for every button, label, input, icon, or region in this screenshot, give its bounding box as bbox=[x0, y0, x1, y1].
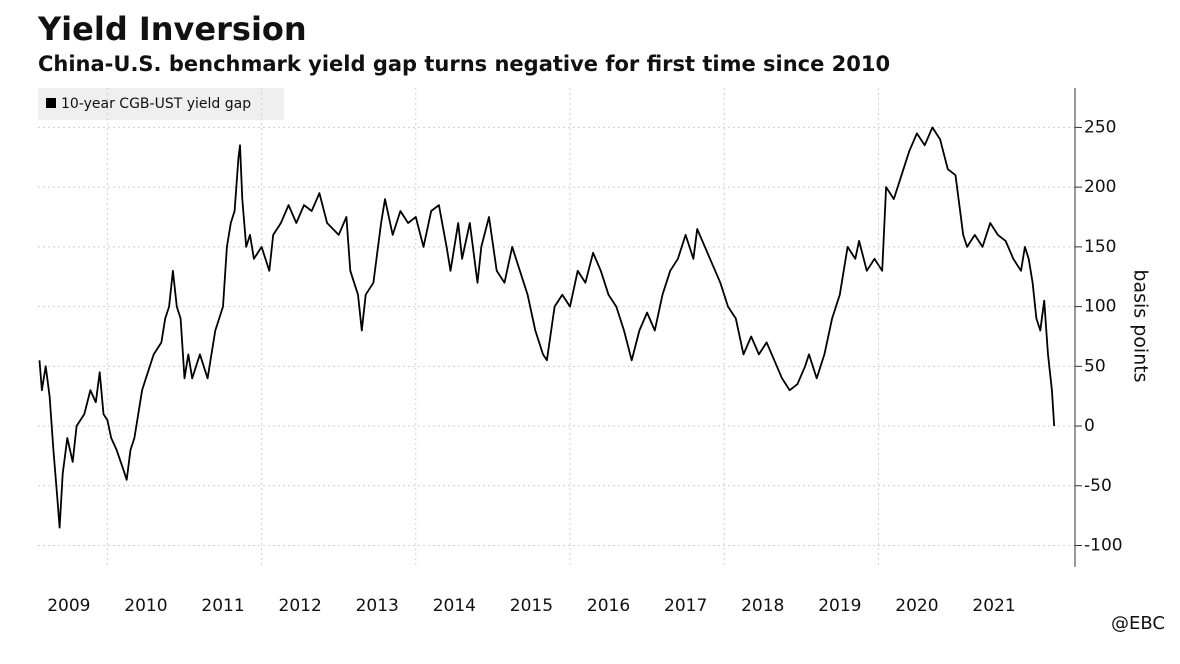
watermark: @EBC bbox=[1111, 613, 1165, 634]
x-tick-label: 2012 bbox=[279, 596, 322, 616]
x-tick-label: 2010 bbox=[124, 596, 167, 616]
x-tick-label: 2011 bbox=[201, 596, 244, 616]
y-tick-label: 250 bbox=[1084, 117, 1116, 137]
data-line bbox=[38, 126, 1056, 529]
y-tick-label: 100 bbox=[1084, 297, 1116, 317]
x-tick-label: 2017 bbox=[664, 596, 707, 616]
chart-subtitle: China-U.S. benchmark yield gap turns neg… bbox=[38, 52, 890, 76]
chart-title: Yield Inversion bbox=[37, 10, 307, 48]
legend-swatch bbox=[46, 98, 56, 108]
x-tick-label: 2014 bbox=[433, 596, 476, 616]
x-tick-label: 2019 bbox=[818, 596, 861, 616]
x-tick-label: 2018 bbox=[741, 596, 784, 616]
legend-box bbox=[38, 88, 284, 120]
x-tick-label: 2021 bbox=[972, 596, 1015, 616]
y-tick-label: 50 bbox=[1084, 356, 1106, 376]
x-tick-label: 2020 bbox=[895, 596, 938, 616]
legend-label: 10-year CGB-UST yield gap bbox=[61, 96, 251, 112]
y-tick-label: 0 bbox=[1084, 416, 1095, 436]
x-tick-label: 2016 bbox=[587, 596, 630, 616]
y-tick-label: -50 bbox=[1084, 476, 1112, 496]
x-tick-label: 2015 bbox=[510, 596, 553, 616]
y-tick-label: 200 bbox=[1084, 177, 1116, 197]
x-tick-label: 2013 bbox=[356, 596, 399, 616]
y-tick-label: 150 bbox=[1084, 237, 1116, 257]
x-tick-label: 2009 bbox=[47, 596, 90, 616]
y-tick-label: -100 bbox=[1084, 535, 1123, 555]
y-axis-label: basis points bbox=[1130, 269, 1152, 382]
